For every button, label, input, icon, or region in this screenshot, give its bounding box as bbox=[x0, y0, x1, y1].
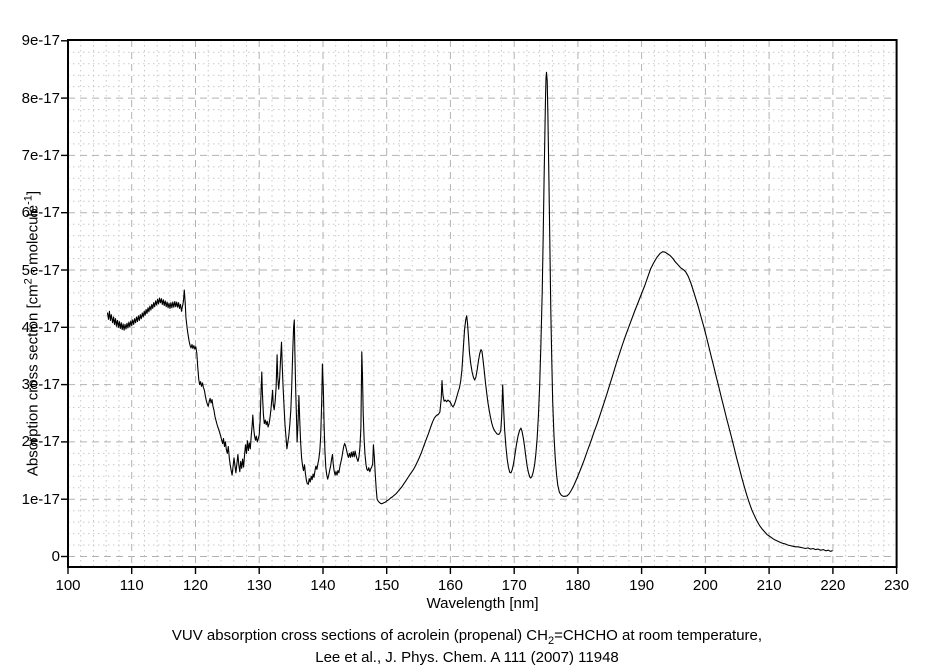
y-axis-title-superscript-2: 2 bbox=[22, 278, 35, 285]
y-axis-title-end: ] bbox=[24, 190, 42, 196]
x-tick-label: 190 bbox=[629, 577, 655, 594]
y-tick-label: 2e-17 bbox=[21, 433, 60, 451]
caption-line1: VUV absorption cross sections of acrolei… bbox=[0, 627, 934, 647]
y-tick-label: 9e-17 bbox=[21, 32, 60, 50]
plot-frame bbox=[67, 39, 898, 568]
y-tick-label: 0 bbox=[51, 548, 60, 565]
y-tick-label: 7e-17 bbox=[21, 146, 60, 164]
y-tick-label: 3e-17 bbox=[21, 376, 60, 394]
y-tick-label: 8e-17 bbox=[21, 89, 60, 107]
x-tick-label: 180 bbox=[565, 577, 591, 594]
x-tick-label: 160 bbox=[437, 577, 463, 594]
caption-line1-end: =CHCHO at room temperature, bbox=[554, 627, 763, 644]
x-tick-label: 100 bbox=[55, 577, 81, 594]
x-tick-label: 210 bbox=[756, 577, 782, 594]
absorption-spectrum-curve bbox=[106, 71, 833, 552]
x-tick-label: 200 bbox=[692, 577, 718, 594]
y-tick-label: 6e-17 bbox=[21, 204, 60, 222]
x-tick-label: 220 bbox=[820, 577, 846, 594]
x-tick-label: 230 bbox=[884, 577, 910, 594]
x-tick-label: 170 bbox=[501, 577, 527, 594]
x-tick-label: 130 bbox=[246, 577, 272, 594]
y-tick-label: 4e-17 bbox=[21, 318, 60, 336]
y-tick-label: 5e-17 bbox=[21, 261, 60, 279]
caption-line1-subscript-2: 2 bbox=[547, 635, 555, 647]
x-tick-label: 120 bbox=[182, 577, 208, 594]
x-tick-label: 140 bbox=[310, 577, 336, 594]
caption-line1-text: VUV absorption cross sections of acrolei… bbox=[171, 627, 548, 644]
x-tick-label: 150 bbox=[374, 577, 400, 594]
x-tick-label: 110 bbox=[119, 577, 144, 594]
y-tick-label: 1e-17 bbox=[21, 490, 60, 508]
x-axis-title: Wavelength [nm] bbox=[426, 595, 539, 612]
caption-line2: Lee et al., J. Phys. Chem. A 111 (2007) … bbox=[315, 649, 619, 666]
